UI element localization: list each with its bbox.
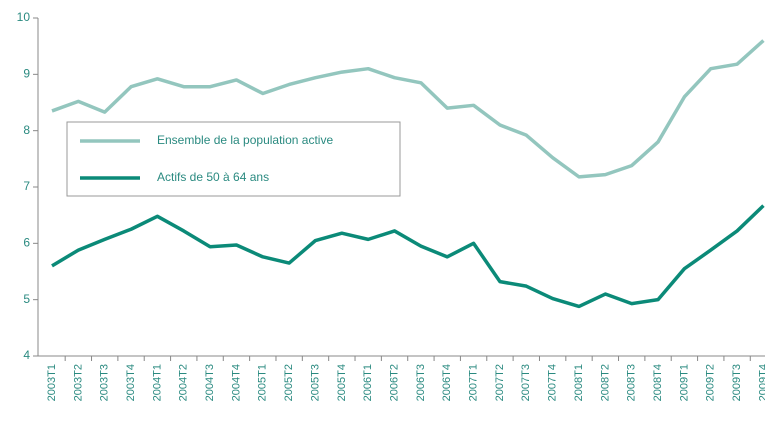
x-tick-label: 2009T2 <box>705 364 717 401</box>
x-tick-label: 2003T2 <box>72 364 84 401</box>
x-tick-label: 2003T4 <box>125 364 137 401</box>
x-tick-label: 2004T4 <box>230 364 242 401</box>
y-tick-label: 8 <box>23 123 30 137</box>
x-tick-label: 2004T3 <box>204 364 216 401</box>
y-tick-label: 10 <box>17 10 31 24</box>
x-tick-label: 2008T3 <box>626 364 638 401</box>
x-tick-label: 2005T1 <box>257 364 269 401</box>
x-tick-label: 2007T3 <box>520 364 532 401</box>
y-tick-label: 4 <box>23 348 30 362</box>
x-tick-label: 2003T1 <box>46 364 58 401</box>
x-tick-label: 2005T2 <box>283 364 295 401</box>
x-tick-label: 2004T1 <box>151 364 163 401</box>
x-tick-label: 2007T4 <box>547 364 559 401</box>
x-tick-label: 2007T2 <box>494 364 506 401</box>
x-tick-label: 2006T3 <box>415 364 427 401</box>
y-tick-label: 9 <box>23 67 30 81</box>
x-tick-label: 2008T2 <box>599 364 611 401</box>
legend-label: Actifs de 50 à 64 ans <box>157 170 269 184</box>
y-tick-label: 7 <box>23 179 30 193</box>
series-line <box>51 39 765 179</box>
x-tick-label: 2009T1 <box>678 364 690 401</box>
y-tick-label: 6 <box>23 236 30 250</box>
x-tick-label: 2004T2 <box>178 364 190 401</box>
legend-label: Ensemble de la population active <box>157 133 333 147</box>
x-tick-label: 2008T4 <box>652 364 664 401</box>
x-tick-label: 2006T1 <box>362 364 374 401</box>
x-tick-label: 2006T2 <box>388 364 400 401</box>
x-tick-label: 2007T1 <box>468 364 480 401</box>
x-tick-label: 2009T3 <box>731 364 743 401</box>
x-tick-label: 2006T4 <box>441 364 453 401</box>
x-tick-label: 2003T3 <box>99 364 111 401</box>
x-tick-label: 2005T4 <box>336 364 348 401</box>
x-tick-label: 2005T3 <box>309 364 321 401</box>
series-line <box>51 204 765 309</box>
x-tick-label: 2008T1 <box>573 364 585 401</box>
x-tick-label: 2009T4 <box>757 364 765 401</box>
legend-box <box>66 121 401 197</box>
y-tick-label: 5 <box>23 292 30 306</box>
